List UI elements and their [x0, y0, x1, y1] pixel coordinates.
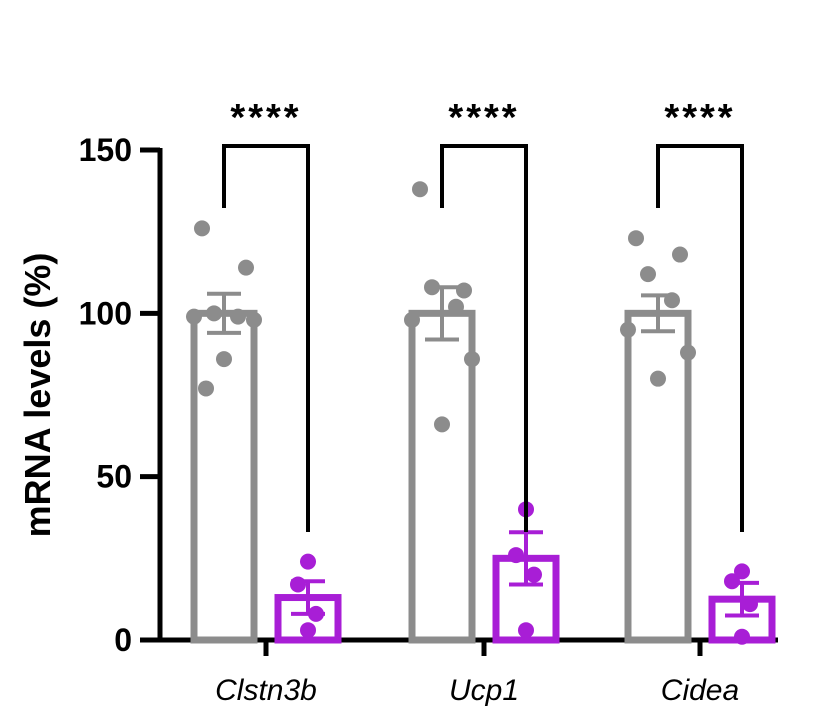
- data-point: [206, 305, 222, 322]
- y-tick-label: 50: [96, 459, 132, 495]
- data-point: [290, 576, 306, 593]
- y-tick-label: 0: [114, 622, 132, 658]
- data-point: [246, 311, 262, 328]
- significance-bracket: [656, 144, 744, 532]
- data-point: [734, 563, 750, 580]
- data-point: [508, 547, 524, 564]
- data-point: [664, 292, 680, 309]
- significance-label: ****: [664, 97, 735, 139]
- data-point: [650, 370, 666, 387]
- data-points: [186, 181, 758, 645]
- data-point: [404, 311, 420, 328]
- data-point: [448, 298, 464, 315]
- data-point: [742, 596, 758, 613]
- significance-bracket: [222, 144, 310, 532]
- bars: [190, 309, 776, 644]
- data-point: [434, 416, 450, 433]
- data-point: [456, 282, 472, 299]
- data-point: [640, 266, 656, 283]
- data-point: [672, 246, 688, 263]
- significance-bracket: [440, 144, 528, 532]
- data-point: [526, 566, 542, 583]
- data-point: [424, 279, 440, 296]
- significance-brackets: **** **** ****: [222, 97, 744, 532]
- y-tick-label: 150: [79, 132, 132, 168]
- data-point: [238, 259, 254, 276]
- y-tick-label: 100: [79, 295, 132, 331]
- data-point: [734, 628, 750, 645]
- significance-label: ****: [230, 97, 301, 139]
- x-axis: Clstn3b Ucp1 Cidea: [158, 637, 778, 707]
- data-point: [216, 351, 232, 368]
- data-point: [300, 553, 316, 570]
- data-point: [198, 380, 214, 397]
- x-category-label: Clstn3b: [215, 674, 317, 707]
- y-axis: 0 50 100 150: [79, 132, 163, 658]
- data-point: [464, 351, 480, 368]
- data-point: [308, 605, 324, 622]
- bar: [408, 309, 476, 644]
- bar: [624, 309, 692, 644]
- data-point: [194, 220, 210, 237]
- x-category-label: Cidea: [661, 674, 739, 707]
- data-point: [628, 230, 644, 247]
- x-category-label: Ucp1: [449, 674, 519, 707]
- data-point: [186, 308, 202, 325]
- data-point: [518, 622, 534, 639]
- data-point: [412, 181, 428, 198]
- data-point: [680, 344, 696, 361]
- error-bars: [207, 285, 759, 618]
- data-point: [724, 573, 740, 590]
- data-point: [620, 321, 636, 338]
- data-point: [300, 622, 316, 639]
- data-point: [230, 308, 246, 325]
- y-axis-title: mRNA levels (%): [17, 253, 58, 538]
- significance-label: ****: [448, 97, 519, 139]
